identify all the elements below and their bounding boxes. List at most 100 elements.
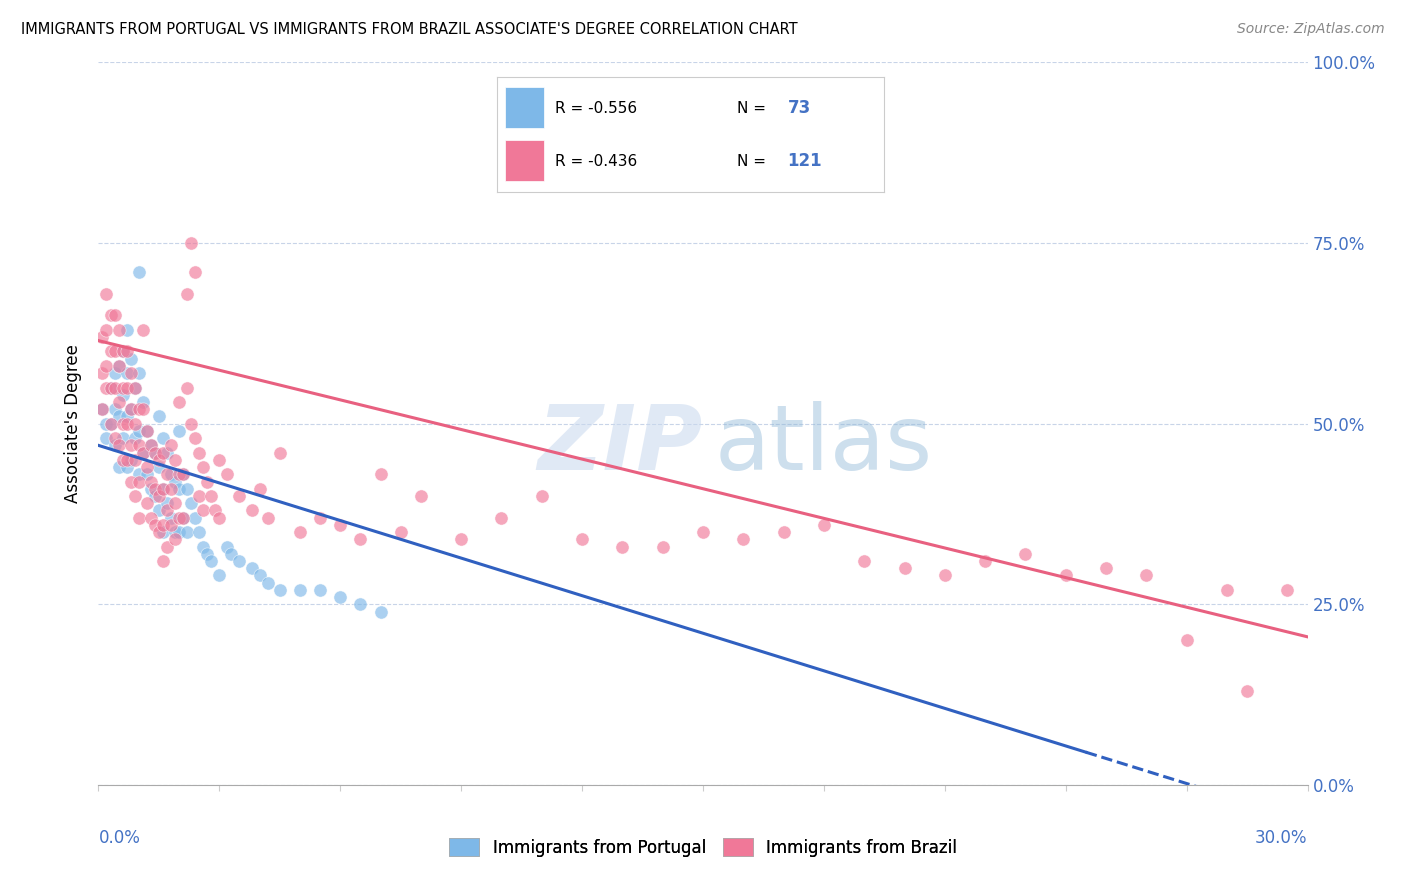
Point	[143, 517, 166, 532]
Point	[143, 445, 166, 459]
Point	[111, 380, 134, 394]
Point	[228, 489, 250, 503]
Point	[491, 510, 513, 524]
Point	[1216, 582, 1239, 597]
Point	[195, 475, 218, 489]
Point	[107, 359, 129, 373]
Y-axis label: Associate's Degree: Associate's Degree	[65, 344, 83, 503]
Point	[120, 402, 142, 417]
Point	[100, 417, 122, 431]
Text: ZIP: ZIP	[537, 401, 703, 490]
Point	[571, 533, 593, 547]
Point	[96, 323, 118, 337]
Point	[120, 366, 142, 380]
Point	[152, 482, 174, 496]
Point	[180, 496, 202, 510]
Point	[107, 323, 129, 337]
Point	[160, 510, 183, 524]
Point	[172, 467, 194, 482]
Point	[249, 568, 271, 582]
Point	[217, 467, 239, 482]
Point	[309, 582, 332, 597]
Point	[143, 482, 166, 496]
Point	[370, 605, 392, 619]
Point	[135, 424, 157, 438]
Point	[309, 510, 332, 524]
Point	[132, 445, 155, 459]
Point	[128, 366, 150, 380]
Point	[115, 460, 138, 475]
Point	[160, 438, 183, 452]
Text: 30.0%: 30.0%	[1256, 829, 1308, 847]
Point	[172, 467, 194, 482]
Point	[370, 467, 392, 482]
Point	[160, 482, 183, 496]
Point	[389, 524, 412, 539]
Point	[329, 590, 352, 604]
Point	[167, 510, 190, 524]
Point	[115, 417, 138, 431]
Point	[1135, 568, 1157, 582]
Point	[204, 503, 226, 517]
Point	[188, 489, 211, 503]
Point	[128, 438, 150, 452]
Point	[128, 265, 150, 279]
Point	[172, 510, 194, 524]
Point	[148, 409, 170, 424]
Point	[200, 489, 222, 503]
Point	[167, 395, 190, 409]
Point	[107, 395, 129, 409]
Point	[240, 503, 263, 517]
Point	[124, 452, 146, 467]
Point	[111, 431, 134, 445]
Point	[156, 467, 179, 482]
Point	[172, 510, 194, 524]
Point	[974, 554, 997, 568]
Point	[107, 409, 129, 424]
Point	[96, 359, 118, 373]
Point	[152, 445, 174, 459]
Point	[269, 445, 291, 459]
Point	[612, 540, 634, 554]
Point	[208, 568, 231, 582]
Point	[100, 308, 122, 322]
Point	[176, 524, 198, 539]
Point	[128, 475, 150, 489]
Point	[152, 431, 174, 445]
Point	[139, 475, 162, 489]
Point	[176, 380, 198, 394]
Text: IMMIGRANTS FROM PORTUGAL VS IMMIGRANTS FROM BRAZIL ASSOCIATE'S DEGREE CORRELATIO: IMMIGRANTS FROM PORTUGAL VS IMMIGRANTS F…	[21, 22, 797, 37]
Point	[813, 517, 835, 532]
Point	[349, 533, 371, 547]
Point	[139, 482, 162, 496]
Point	[692, 524, 714, 539]
Point	[288, 524, 311, 539]
Point	[120, 402, 142, 417]
Point	[217, 540, 239, 554]
Point	[163, 452, 186, 467]
Point	[1095, 561, 1118, 575]
Point	[96, 286, 118, 301]
Point	[184, 510, 207, 524]
Point	[256, 575, 278, 590]
Point	[184, 431, 207, 445]
Point	[111, 417, 134, 431]
Point	[156, 503, 179, 517]
Point	[107, 438, 129, 452]
Point	[148, 460, 170, 475]
Point	[853, 554, 876, 568]
Point	[221, 547, 243, 561]
Point	[240, 561, 263, 575]
Text: Source: ZipAtlas.com: Source: ZipAtlas.com	[1237, 22, 1385, 37]
Point	[188, 445, 211, 459]
Point	[269, 582, 291, 597]
Point	[1054, 568, 1077, 582]
Point	[124, 380, 146, 394]
Point	[96, 417, 118, 431]
Point	[208, 452, 231, 467]
Point	[163, 533, 186, 547]
Point	[139, 438, 162, 452]
Point	[228, 554, 250, 568]
Point	[135, 460, 157, 475]
Point	[128, 424, 150, 438]
